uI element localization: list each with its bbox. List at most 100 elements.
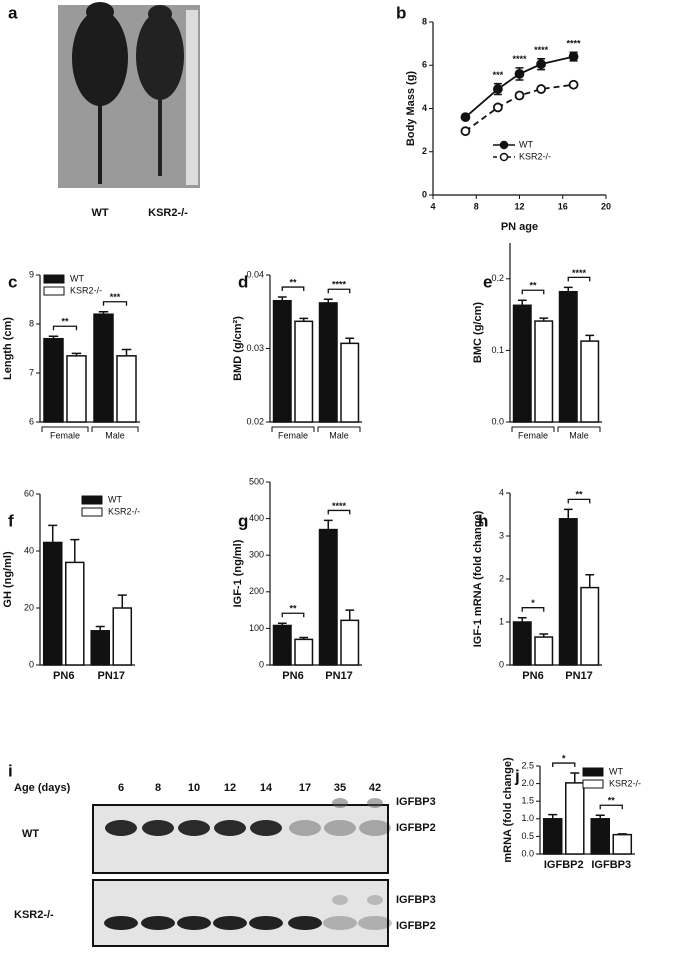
y-tick-label: 40 xyxy=(24,545,34,555)
bar xyxy=(340,342,360,423)
x-tick-label: Male xyxy=(329,430,349,440)
y-tick-label: 20 xyxy=(24,602,34,612)
significance-bracket xyxy=(521,289,545,295)
category-bracket xyxy=(91,426,139,432)
blot-band xyxy=(214,820,246,836)
bar xyxy=(318,528,338,666)
x-tick-label: PN17 xyxy=(325,670,353,682)
legend-label: WT xyxy=(519,139,533,149)
blot-band xyxy=(367,895,383,905)
significance: ** xyxy=(289,604,297,614)
blot-band xyxy=(105,820,137,836)
age-tick: 35 xyxy=(334,782,346,794)
blot-band xyxy=(359,820,391,836)
panel-label: h xyxy=(478,511,488,530)
blot-band xyxy=(332,895,348,905)
point xyxy=(514,90,525,101)
x-tick-label: Female xyxy=(278,430,308,440)
significance: **** xyxy=(572,268,587,278)
error-bar xyxy=(517,299,527,306)
age-tick: 6 xyxy=(118,782,124,794)
y-tick-label: 4 xyxy=(499,487,504,497)
significance: *** xyxy=(110,292,121,302)
significance-bracket xyxy=(281,612,305,618)
category-bracket xyxy=(557,426,601,432)
bar xyxy=(90,630,110,666)
legend-swatch xyxy=(582,767,604,777)
y-axis-label: GH (ng/ml) xyxy=(2,551,14,608)
y-axis-label: IGF-1 (ng/ml) xyxy=(232,539,244,607)
legend-label: KSR2-/- xyxy=(519,151,551,161)
legend-label: KSR2-/- xyxy=(108,506,140,516)
y-tick-label: 0.02 xyxy=(246,416,264,426)
bar xyxy=(534,320,554,423)
significance: **** xyxy=(332,501,347,511)
legend-swatch xyxy=(582,779,604,789)
blot-band xyxy=(249,916,283,930)
panel-label: d xyxy=(238,272,248,291)
blot-band xyxy=(104,916,138,930)
y-tick-label: 0 xyxy=(29,659,34,669)
y-tick-label: 0.5 xyxy=(521,831,534,841)
legend-label: KSR2-/- xyxy=(609,778,641,788)
y-tick-label: 0 xyxy=(422,189,427,199)
legend-swatch xyxy=(81,507,103,517)
point xyxy=(460,112,471,123)
band-label: IGFBP3 xyxy=(396,894,436,906)
y-tick-label: 9 xyxy=(29,269,34,279)
bar xyxy=(612,833,633,855)
y-tick-label: 2 xyxy=(422,146,427,156)
significance: ** xyxy=(575,490,583,500)
x-tick-label: PN17 xyxy=(565,670,593,682)
y-tick-label: 6 xyxy=(29,416,34,426)
panel-label: e xyxy=(483,272,492,291)
x-tick-label: PN6 xyxy=(282,670,303,682)
significance-bracket xyxy=(102,301,128,306)
y-tick-label: 7 xyxy=(29,367,34,377)
y-axis-label: BMD (g/cm²) xyxy=(232,316,244,381)
x-tick-label: Female xyxy=(518,430,548,440)
panel-label: i xyxy=(8,761,13,780)
bar xyxy=(580,340,600,423)
significance-bracket xyxy=(327,509,351,515)
point xyxy=(568,79,579,90)
bar xyxy=(340,619,360,666)
x-tick-label: PN17 xyxy=(97,670,125,682)
y-axis-label: BMC (g/cm) xyxy=(472,302,484,363)
bar xyxy=(580,586,600,666)
error-bar xyxy=(48,524,58,543)
significance: * xyxy=(531,598,535,608)
x-tick-label: Male xyxy=(569,430,589,440)
bar xyxy=(42,541,63,666)
bar xyxy=(65,561,85,666)
significance: ** xyxy=(529,281,537,291)
bar xyxy=(558,518,578,666)
bar xyxy=(565,782,585,855)
panel-label: j xyxy=(514,766,520,785)
photo-label: WT xyxy=(91,207,108,219)
y-tick-label: 60 xyxy=(24,488,34,498)
blot-band xyxy=(178,820,210,836)
error-bar xyxy=(585,334,595,342)
y-tick-label: 0.0 xyxy=(521,848,534,858)
error-bar xyxy=(345,337,355,344)
blot-band xyxy=(288,916,322,930)
error-bar xyxy=(70,538,80,563)
y-tick-label: 300 xyxy=(249,550,264,560)
point xyxy=(460,126,471,137)
y-tick-label: 500 xyxy=(249,476,264,486)
point xyxy=(536,59,547,70)
significance: *** xyxy=(493,70,504,80)
age-tick: 17 xyxy=(299,782,311,794)
y-tick-label: 100 xyxy=(249,623,264,633)
band-label: IGFBP2 xyxy=(396,822,436,834)
blot-band xyxy=(332,798,348,808)
y-tick-label: 2 xyxy=(499,573,504,583)
y-tick-label: 0 xyxy=(259,659,264,669)
panel-label: b xyxy=(396,3,406,22)
legend-marker xyxy=(499,140,509,150)
blot-band xyxy=(213,916,247,930)
y-tick-label: 0.04 xyxy=(246,269,264,279)
age-tick: 12 xyxy=(224,782,236,794)
y-tick-label: 200 xyxy=(249,586,264,596)
